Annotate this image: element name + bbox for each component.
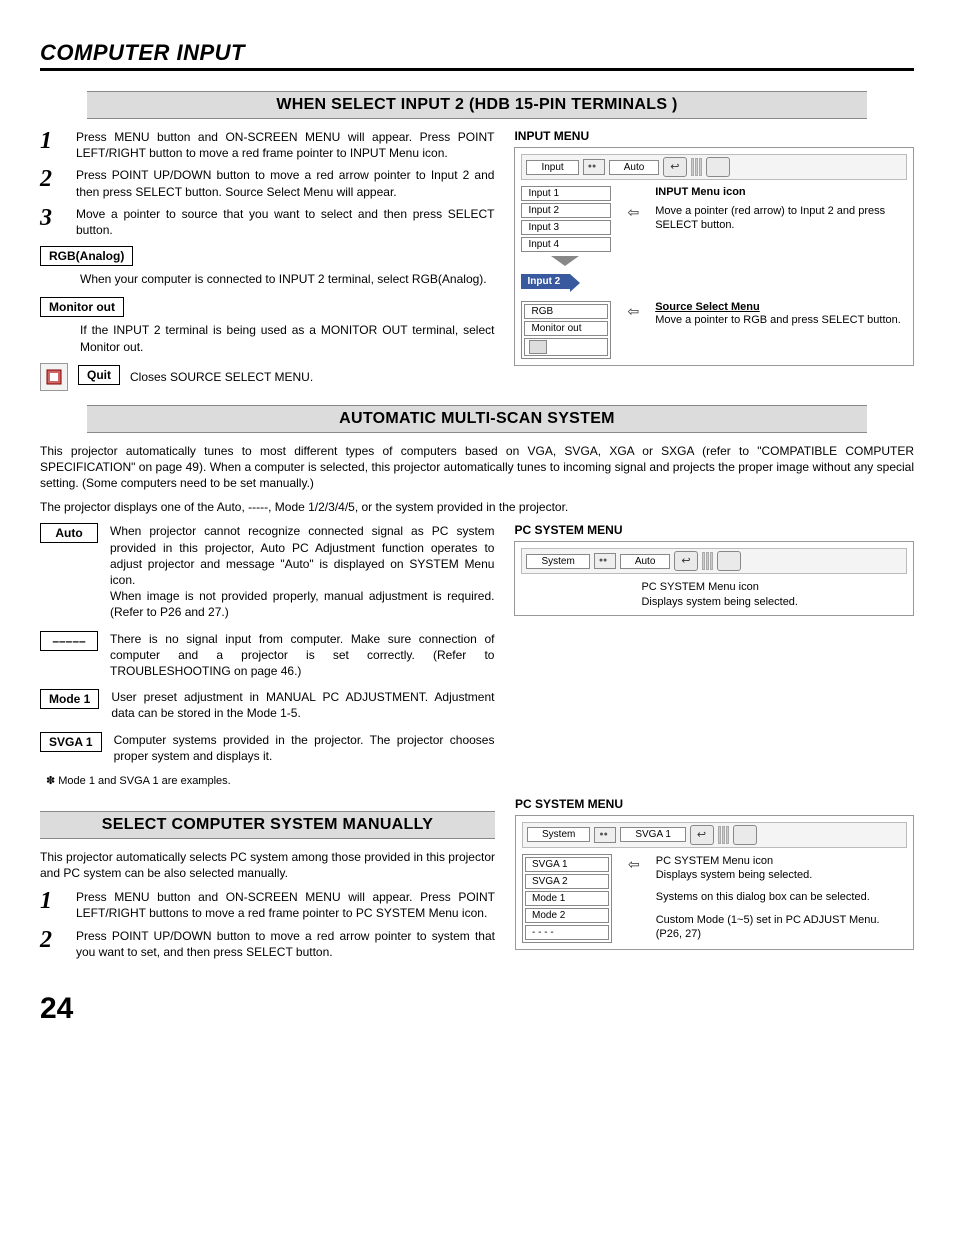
pc-system-menu-frame-2: System SVGA 1 SVGA 1 SVGA 2 Mode 1 Mode … [515, 815, 914, 950]
step-number: 2 [40, 928, 64, 960]
page-number: 24 [40, 992, 914, 1026]
input-menu-frame: Input Auto Input 1 Input 2 Input 3 Input… [514, 147, 914, 366]
mode-dash-label: ––––– [40, 631, 98, 651]
step-number: 1 [40, 889, 64, 921]
pointer-arrow-icon: ⇦ [623, 204, 643, 221]
mode-dash-text: There is no signal input from computer. … [110, 631, 494, 680]
step-text: Move a pointer to source that you want t… [76, 206, 494, 238]
menu-tab-auto: Auto [620, 554, 671, 569]
menu-tab-system: System [527, 827, 590, 842]
source-list: RGB Monitor out [521, 301, 611, 359]
system-list: SVGA 1 SVGA 2 Mode 1 Mode 2 - - - - [522, 854, 612, 943]
automulti-para1: This projector automatically tunes to mo… [40, 443, 914, 492]
down-triangle-icon [551, 256, 579, 266]
menu-tab-auto: Auto [609, 160, 660, 175]
source-select-menu-title: Source Select Menu [655, 301, 907, 313]
step-number: 1 [40, 129, 64, 161]
mode-auto-label: Auto [40, 523, 98, 543]
quit-text: Closes SOURCE SELECT MENU. [130, 369, 313, 385]
input-list: Input 1 Input 2 Input 3 Input 4 [521, 186, 611, 252]
system-item: SVGA 1 [525, 857, 609, 872]
input-menu-header: INPUT MENU [514, 129, 914, 143]
pc-system-menu-bar: System Auto [521, 548, 907, 574]
system-item: Mode 2 [525, 908, 609, 923]
menu-icon [594, 827, 616, 843]
menu-bars-icon [691, 158, 702, 176]
page-title: COMPUTER INPUT [40, 40, 914, 71]
step-text: Press POINT UP/DOWN button to move a red… [76, 928, 495, 960]
section-heading-manual: SELECT COMPUTER SYSTEM MANUALLY [40, 811, 495, 839]
step-text: Press POINT UP/DOWN button to move a red… [76, 167, 494, 199]
input-item: Input 1 [521, 186, 611, 201]
input-menu-bar: Input Auto [521, 154, 907, 180]
system-item: Mode 1 [525, 891, 609, 906]
menu-nav-icon [690, 825, 714, 845]
step-text: Press MENU button and ON-SCREEN MENU wil… [76, 129, 494, 161]
input2-tag: Input 2 [521, 274, 570, 289]
menu-nav-icon [733, 825, 757, 845]
pointer-arrow-icon: ⇦ [623, 303, 643, 320]
monitor-out-label: Monitor out [40, 297, 124, 317]
menu-bars-icon [702, 552, 713, 570]
rgb-analog-label: RGB(Analog) [40, 246, 133, 266]
mode-auto-text: When projector cannot recognize connecte… [110, 523, 494, 620]
source-item-rgb: RGB [524, 304, 608, 319]
input-menu-icon-label: INPUT Menu icon [655, 186, 907, 198]
menu-bars-icon [718, 826, 729, 844]
quit-label: Quit [78, 365, 120, 385]
source-select-annotation: Move a pointer to RGB and press SELECT b… [655, 313, 907, 327]
monitor-out-text: If the INPUT 2 terminal is being used as… [80, 322, 494, 354]
manual-para: This projector automatically selects PC … [40, 849, 495, 881]
input-item: Input 2 [521, 203, 611, 218]
system-item: - - - - [525, 925, 609, 940]
pc-system-menu-frame-1: System Auto PC SYSTEM Menu icon Displays… [514, 541, 914, 616]
menu-tab-system: System [526, 554, 589, 569]
menu-icon [583, 159, 605, 175]
input-item: Input 3 [521, 220, 611, 235]
step-number: 2 [40, 167, 64, 199]
mode-footnote: ✽ Mode 1 and SVGA 1 are examples. [46, 774, 494, 787]
pointer-arrow-icon: ⇦ [624, 856, 644, 873]
input-item: Input 4 [521, 237, 611, 252]
pc-system-annot-1: PC SYSTEM Menu icon Displays system bein… [656, 854, 907, 883]
input-menu-annotation: Move a pointer (red arrow) to Input 2 an… [655, 204, 907, 233]
section-heading-input2: WHEN SELECT INPUT 2 (HDB 15-PIN TERMINAL… [87, 91, 867, 119]
rgb-analog-text: When your computer is connected to INPUT… [80, 271, 494, 287]
svga1-text: Computer systems provided in the project… [114, 732, 495, 764]
step-number: 3 [40, 206, 64, 238]
menu-tab-mode: SVGA 1 [620, 827, 686, 842]
mode1-text: User preset adjustment in MANUAL PC ADJU… [111, 689, 494, 721]
automulti-para2: The projector displays one of the Auto, … [40, 499, 914, 515]
menu-icon [594, 553, 616, 569]
pc-system-menu-bar-2: System SVGA 1 [522, 822, 907, 848]
pc-system-annot-3: Custom Mode (1~5) set in PC ADJUST Menu.… [656, 913, 907, 942]
menu-nav-icon [706, 157, 730, 177]
system-item: SVGA 2 [525, 874, 609, 889]
mode1-label: Mode 1 [40, 689, 99, 709]
quit-icon [40, 363, 68, 391]
section-heading-automulti: AUTOMATIC MULTI-SCAN SYSTEM [87, 405, 867, 433]
step-text: Press MENU button and ON-SCREEN MENU wil… [76, 889, 495, 921]
pc-system-annot-2: Systems on this dialog box can be select… [656, 890, 907, 904]
menu-nav-icon [717, 551, 741, 571]
menu-nav-icon [674, 551, 698, 571]
menu-nav-icon [663, 157, 687, 177]
pc-system-menu-header-2: PC SYSTEM MENU [515, 797, 914, 811]
svga1-label: SVGA 1 [40, 732, 102, 752]
source-item-monitor: Monitor out [524, 321, 608, 336]
menu-tab-input: Input [526, 160, 578, 175]
pc-system-menu-header: PC SYSTEM MENU [514, 523, 914, 537]
source-item-quit-icon [524, 338, 608, 356]
pc-system-annotation: PC SYSTEM Menu icon Displays system bein… [641, 580, 907, 609]
